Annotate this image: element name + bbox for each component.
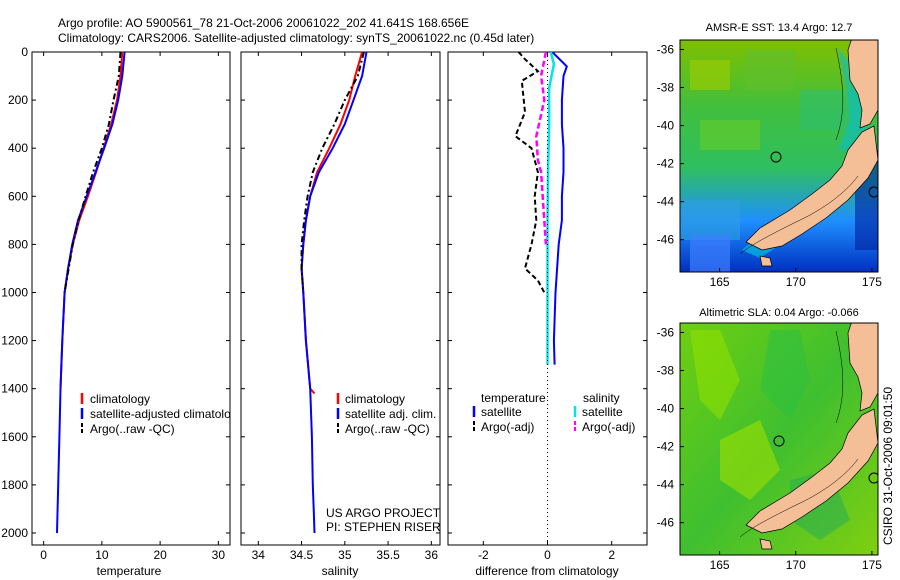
map-lat-label: -38 [657, 81, 675, 95]
x-tick-label: 0 [544, 548, 551, 562]
x-tick-label: 10 [95, 548, 109, 562]
series-line-temperature-satellite [551, 52, 568, 365]
difference-legend: temperature salinity satellite Argo(-adj… [472, 391, 635, 434]
temperature-legend: climatology satellite-adjusted climatolo… [80, 392, 243, 436]
x-tick-label: 35.5 [376, 548, 400, 562]
legend-label: climatology [90, 392, 150, 406]
legend-label: Argo(-adj) [582, 420, 635, 434]
x-tick-label: 0 [40, 548, 47, 562]
x-tick-label: 35 [338, 548, 352, 562]
map-lat-label: -36 [657, 326, 675, 340]
legend-label: Argo(-adj) [481, 420, 534, 434]
profile-lines [56, 52, 568, 534]
depth-tick-label: 2000 [1, 526, 28, 540]
difference-xlabel: difference from climatology [475, 564, 618, 578]
series-line-argo-raw-qc [63, 52, 122, 293]
map-lat-label: -36 [657, 43, 675, 57]
series-line-satellite-adj-clim [300, 52, 368, 534]
series-line-satellite-adjusted-climatology [56, 52, 126, 534]
map-lat-label: -42 [657, 440, 675, 454]
depth-axis-ticks: 0 200 400 600 800 1000 1200 1400 1600 1800 2000 [1, 45, 647, 540]
map-lat-label: -46 [657, 516, 675, 530]
sst-map-title: AMSR-E SST: 13.4 Argo: 12.7 [706, 22, 853, 34]
x-tick-label: 20 [153, 548, 167, 562]
map-lat-label: -40 [657, 402, 675, 416]
x-tick-label: 34 [252, 548, 266, 562]
x-tick-label: 34.5 [290, 548, 314, 562]
x-tick-label: 36 [425, 548, 439, 562]
sst-map-ticks: 165 170 175 -36 -38 -40 -42 -44 -46 [657, 43, 883, 289]
map-lon-label: 175 [862, 275, 882, 289]
map-lon-label: 165 [710, 275, 730, 289]
sla-map-title: Altimetric SLA: 0.04 Argo: -0.066 [699, 307, 859, 319]
depth-tick-label: 1000 [1, 285, 28, 299]
legend-label: Argo(..raw -QC) [90, 422, 175, 436]
figure-title-line1: Argo profile: AO 5900561_78 21-Oct-2006 … [58, 16, 469, 30]
legend-label: satellite [481, 405, 522, 419]
panel-series-group [56, 52, 126, 534]
map-lon-label: 170 [786, 558, 806, 572]
depth-tick-label: 1400 [1, 382, 28, 396]
depth-tick-label: 400 [8, 141, 28, 155]
sla-map [680, 323, 878, 555]
depth-tick-label: 1800 [1, 478, 28, 492]
map-lat-label: -38 [657, 364, 675, 378]
legend-heading-temperature: temperature [481, 391, 546, 405]
map-lon-label: 175 [862, 558, 882, 572]
panel-series-group [514, 52, 568, 365]
legend-label: satellite adj. clim. [345, 407, 436, 421]
series-line-argo-raw-qc [300, 52, 365, 293]
x-tick-label: 30 [212, 548, 226, 562]
sst-map-frame [679, 39, 879, 273]
map-lat-label: -42 [657, 157, 675, 171]
credit-project: US ARGO PROJECT [326, 506, 441, 520]
sla-map-frame [679, 322, 879, 556]
depth-tick-label: 1200 [1, 334, 28, 348]
x-tick-label: 2 [608, 548, 615, 562]
figure-title-line2: Climatology: CARS2006. Satellite-adjuste… [58, 31, 534, 45]
depth-tick-label: 800 [8, 237, 28, 251]
x-axis-ticks: 0 10 20 30 34 34.5 35 35.5 36 -2 0 2 [40, 52, 615, 562]
map-lat-label: -44 [657, 195, 675, 209]
timestamp-label: CSIRO 31-Oct-2006 09:01:50 [881, 387, 895, 545]
legend-label: climatology [345, 392, 405, 406]
map-lat-label: -40 [657, 119, 675, 133]
legend-label: satellite [582, 405, 623, 419]
temperature-xlabel: temperature [97, 564, 162, 578]
depth-tick-label: 0 [21, 45, 28, 59]
sla-map-ticks: 165 170 175 -36 -38 -40 -42 -44 -46 [657, 326, 883, 572]
depth-tick-label: 200 [8, 93, 28, 107]
legend-heading-salinity: salinity [583, 391, 620, 405]
map-lon-label: 170 [786, 275, 806, 289]
depth-tick-label: 600 [8, 189, 28, 203]
salinity-axes [240, 51, 441, 546]
series-line-salinity-argo-adj [535, 52, 548, 245]
salinity-xlabel: salinity [322, 564, 359, 578]
salinity-legend: climatology satellite adj. clim. Argo(..… [336, 392, 436, 436]
depth-tick-label: 1600 [1, 430, 28, 444]
series-line-salinity-satellite [546, 52, 556, 365]
legend-label: satellite-adjusted climatology [90, 407, 243, 421]
series-line-temperature-argo-adj [514, 52, 546, 293]
x-tick-label: -2 [478, 548, 489, 562]
legend-label: Argo(..raw -QC) [345, 422, 430, 436]
map-lat-label: -44 [657, 478, 675, 492]
panel-series-group [300, 52, 368, 534]
map-lat-label: -46 [657, 233, 675, 247]
map-lon-label: 165 [710, 558, 730, 572]
sst-map [680, 40, 878, 272]
temperature-axes [31, 51, 231, 546]
credit-pi: PI: STEPHEN RISER [326, 520, 441, 534]
